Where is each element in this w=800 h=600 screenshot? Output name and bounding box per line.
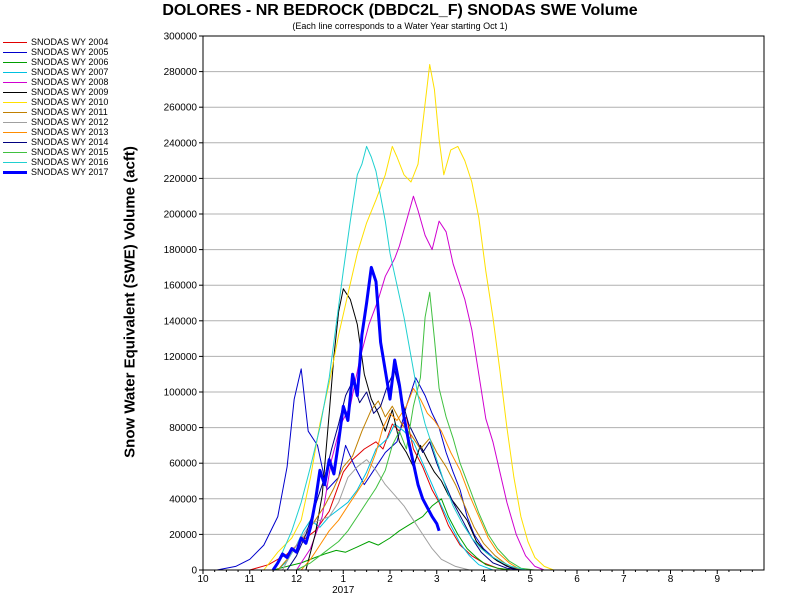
series-line-snodas-wy-2017 <box>271 265 441 571</box>
legend-item: SNODAS WY 2010 <box>3 97 108 107</box>
chart-title: DOLORES - NR BEDROCK (DBDC2L_F) SNODAS S… <box>162 2 638 19</box>
x-tick-label: 12 <box>291 574 303 585</box>
legend-label: SNODAS WY 2012 <box>31 117 109 127</box>
legend-label: SNODAS WY 2004 <box>31 37 109 47</box>
legend-label: SNODAS WY 2011 <box>31 107 108 117</box>
legend-label: SNODAS WY 2009 <box>31 87 109 97</box>
legend-label: SNODAS WY 2008 <box>31 77 109 87</box>
y-tick-label: 40000 <box>169 494 197 505</box>
legend-item: SNODAS WY 2007 <box>3 67 108 77</box>
legend-label: SNODAS WY 2016 <box>31 157 109 167</box>
y-tick-label: 60000 <box>169 459 197 470</box>
y-tick-label: 180000 <box>164 245 198 256</box>
x-tick-label: 2 <box>387 574 393 585</box>
y-tick-label: 260000 <box>164 103 198 114</box>
legend: SNODAS WY 2004 SNODAS WY 2005 SNODAS WY 20… <box>3 37 108 177</box>
legend-swatch <box>3 51 27 53</box>
legend-swatch <box>3 71 27 73</box>
x-tick-label: 8 <box>668 574 674 585</box>
series-line-snodas-wy-2008 <box>296 195 545 571</box>
series-line-snodas-wy-2015 <box>296 291 535 571</box>
legend-item: SNODAS WY 2015 <box>3 147 108 157</box>
y-tick-label: 20000 <box>169 530 197 541</box>
series-line-snodas-wy-2009 <box>305 288 526 571</box>
y-tick-label: 140000 <box>164 316 198 327</box>
y-tick-label: 280000 <box>164 67 198 78</box>
legend-swatch <box>3 81 27 83</box>
legend-swatch <box>3 170 27 174</box>
legend-swatch <box>3 131 27 133</box>
y-tick-label: 200000 <box>164 210 198 221</box>
legend-swatch <box>3 141 27 143</box>
y-tick-label: 80000 <box>169 423 197 434</box>
y-tick-label: 240000 <box>164 138 198 149</box>
plot-border <box>202 35 765 571</box>
legend-swatch <box>3 41 27 43</box>
legend-item: SNODAS WY 2005 <box>3 47 108 57</box>
series-line-snodas-wy-2013 <box>300 387 522 571</box>
legend-item: SNODAS WY 2008 <box>3 77 108 87</box>
legend-item: SNODAS WY 2004 <box>3 37 108 47</box>
x-tick-label: 4 <box>481 574 487 585</box>
legend-item: SNODAS WY 2011 <box>3 107 108 117</box>
series-line-snodas-wy-2010 <box>263 64 554 571</box>
x-tick-label: 1 <box>340 574 346 585</box>
legend-swatch <box>3 91 27 93</box>
x-tick-label: 10 <box>197 574 209 585</box>
y-tick-label: 160000 <box>164 281 198 292</box>
x-tick-label: 11 <box>245 574 256 585</box>
plot-area <box>203 36 764 570</box>
legend-item: SNODAS WY 2009 <box>3 87 108 97</box>
legend-item: SNODAS WY 2006 <box>3 57 108 67</box>
x-tick-label: 7 <box>621 574 627 585</box>
legend-item: SNODAS WY 2016 <box>3 157 108 167</box>
series-line-snodas-wy-2016 <box>272 145 526 571</box>
legend-swatch <box>3 151 27 153</box>
chart-subtitle: (Each line corresponds to a Water Year s… <box>292 21 508 31</box>
legend-item: SNODAS WY 2014 <box>3 137 108 147</box>
legend-item: SNODAS WY 2013 <box>3 127 108 137</box>
series-line-snodas-wy-2011 <box>277 400 522 571</box>
x-tick-label: 6 <box>574 574 580 585</box>
legend-label: SNODAS WY 2010 <box>31 97 109 107</box>
x-tick-label: 3 <box>434 574 440 585</box>
legend-label: SNODAS WY 2014 <box>31 137 109 147</box>
legend-label: SNODAS WY 2007 <box>31 67 109 77</box>
legend-swatch <box>3 111 27 113</box>
legend-label: SNODAS WY 2015 <box>31 147 109 157</box>
series-line-snodas-wy-2005 <box>216 368 522 571</box>
y-tick-label: 220000 <box>164 174 198 185</box>
legend-swatch <box>3 101 27 103</box>
legend-label: SNODAS WY 2005 <box>31 47 109 57</box>
legend-item: SNODAS WY 2012 <box>3 117 108 127</box>
x-year-label: 2017 <box>332 585 355 596</box>
series-line-snodas-wy-2007 <box>277 423 494 571</box>
legend-label: SNODAS WY 2017 <box>31 167 109 177</box>
legend-label: SNODAS WY 2013 <box>31 127 109 137</box>
legend-swatch <box>3 161 27 163</box>
y-tick-label: 0 <box>191 566 197 577</box>
y-tick-label: 100000 <box>164 388 198 399</box>
y-tick-label: 300000 <box>164 32 198 43</box>
legend-label: SNODAS WY 2006 <box>31 57 109 67</box>
legend-item: SNODAS WY 2017 <box>3 167 108 177</box>
legend-swatch <box>3 121 27 123</box>
y-tick-label: 120000 <box>164 352 198 363</box>
x-tick-label: 9 <box>714 574 720 585</box>
x-tick-label: 5 <box>527 574 533 585</box>
legend-swatch <box>3 61 27 63</box>
